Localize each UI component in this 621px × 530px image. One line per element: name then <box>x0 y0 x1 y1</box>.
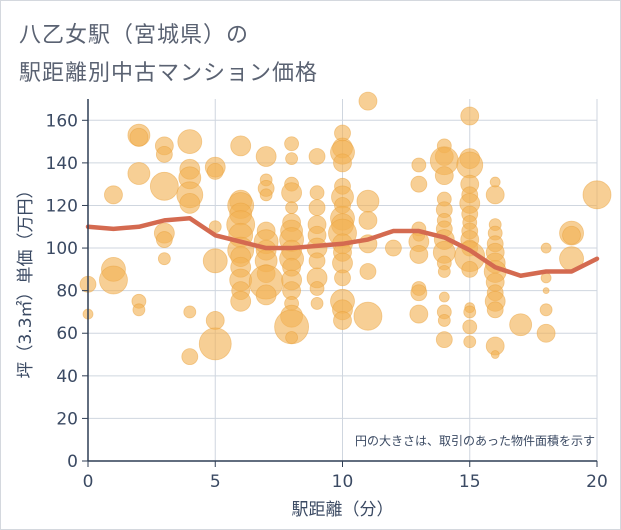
bubble-point <box>310 297 324 310</box>
bubble-point <box>285 152 299 166</box>
bubble-point <box>353 301 383 331</box>
bubble-point <box>281 182 303 204</box>
bubble-point <box>434 166 454 186</box>
x-tick-label: 15 <box>459 472 481 492</box>
bubble-point <box>155 231 173 248</box>
chart-title-line2: 駅距離別中古マンション価格 <box>19 61 319 86</box>
y-tick-label: 120 <box>46 196 78 216</box>
bubble-point <box>149 171 179 201</box>
bubble-point <box>540 242 552 254</box>
chart-title-line1: 八乙女駅（宮城県）の <box>19 23 250 48</box>
bubble-point <box>356 189 380 213</box>
bubble-point <box>308 148 326 165</box>
axes: 0 20 40 60 80 100 120 140 160 0 5 10 15 20 <box>46 99 608 492</box>
y-tick-label: 20 <box>56 409 78 429</box>
bubble-point <box>536 323 556 343</box>
bubble-point <box>202 248 228 274</box>
x-tick-label: 20 <box>586 472 608 492</box>
bubble-point <box>334 269 351 287</box>
x-tick-label: 10 <box>332 472 354 492</box>
bubble-point <box>255 284 277 306</box>
bubble-point <box>198 327 232 361</box>
trend-line-group <box>85 215 600 278</box>
bubble-point <box>539 303 553 317</box>
bubble-point <box>358 210 378 230</box>
y-tick-label: 100 <box>46 239 78 259</box>
size-note: 円の大きさは、取引のあった物件面積を示す <box>355 433 595 448</box>
bubble-point <box>177 129 203 154</box>
bubble-point <box>485 185 505 205</box>
bubble-point <box>333 311 352 330</box>
bubble-point <box>104 185 123 205</box>
bubble-point <box>230 135 252 157</box>
bubble-point <box>435 331 453 349</box>
bubble-point <box>358 91 378 111</box>
bubble-point <box>333 153 352 173</box>
bubble-point <box>542 287 550 295</box>
bubble-point <box>285 331 299 344</box>
bubble-point <box>461 260 479 278</box>
bubble-point <box>205 311 225 330</box>
bubble-point <box>309 185 325 201</box>
x-axis-title: 駅距離（分） <box>292 500 394 520</box>
bubble-point <box>384 239 402 257</box>
bubble-point <box>409 245 429 264</box>
bubble-point <box>309 281 325 296</box>
bubble-point <box>255 146 277 167</box>
y-tick-label: 80 <box>56 282 78 302</box>
bubble-point <box>509 313 533 337</box>
bubble-point <box>157 252 171 266</box>
bubble-point <box>206 162 224 180</box>
y-tick-label: 40 <box>56 367 78 387</box>
bubble-point <box>490 350 500 359</box>
bubble-point <box>438 291 450 303</box>
bubble-point <box>460 106 480 126</box>
bubble-point <box>259 188 273 202</box>
bubble-point <box>181 348 199 366</box>
y-tick-label: 160 <box>46 111 78 131</box>
bubble-point <box>410 175 428 193</box>
bubble-point <box>155 145 173 163</box>
bubble-point <box>183 305 197 319</box>
bubble-point <box>437 265 451 278</box>
bubble-point <box>486 301 504 319</box>
y-tick-label: 0 <box>67 452 78 472</box>
x-tick-label: 5 <box>210 472 221 492</box>
y-axis-title: 坪（3.3㎡）単価（万円） <box>16 181 36 378</box>
bubble-point <box>411 157 427 173</box>
bubble-point <box>99 265 128 295</box>
trend-line <box>85 215 600 278</box>
bubble-point <box>463 305 477 319</box>
bubble-point <box>308 252 326 270</box>
bubble-point <box>359 263 377 280</box>
bubble-point <box>462 319 478 335</box>
bubble-point <box>410 284 428 302</box>
bubble-point <box>285 201 299 215</box>
bubble-point <box>463 335 477 349</box>
bubble-point <box>132 303 146 317</box>
bubble-point <box>409 304 429 324</box>
bubble-point <box>129 127 149 147</box>
y-tick-label: 140 <box>46 154 78 174</box>
bubbles <box>79 91 612 366</box>
bubble-point <box>582 180 612 210</box>
bubble-point <box>308 199 326 217</box>
bubble-point <box>562 225 581 245</box>
bubble-point <box>127 162 151 185</box>
bubble-point <box>230 290 252 312</box>
x-tick-label: 0 <box>83 472 94 492</box>
bubble-point <box>437 314 451 327</box>
bubble-point <box>284 136 300 152</box>
y-tick-label: 60 <box>56 324 78 344</box>
bubble-point <box>179 192 201 214</box>
bubble-point <box>456 151 484 179</box>
bubble-point <box>540 272 552 284</box>
